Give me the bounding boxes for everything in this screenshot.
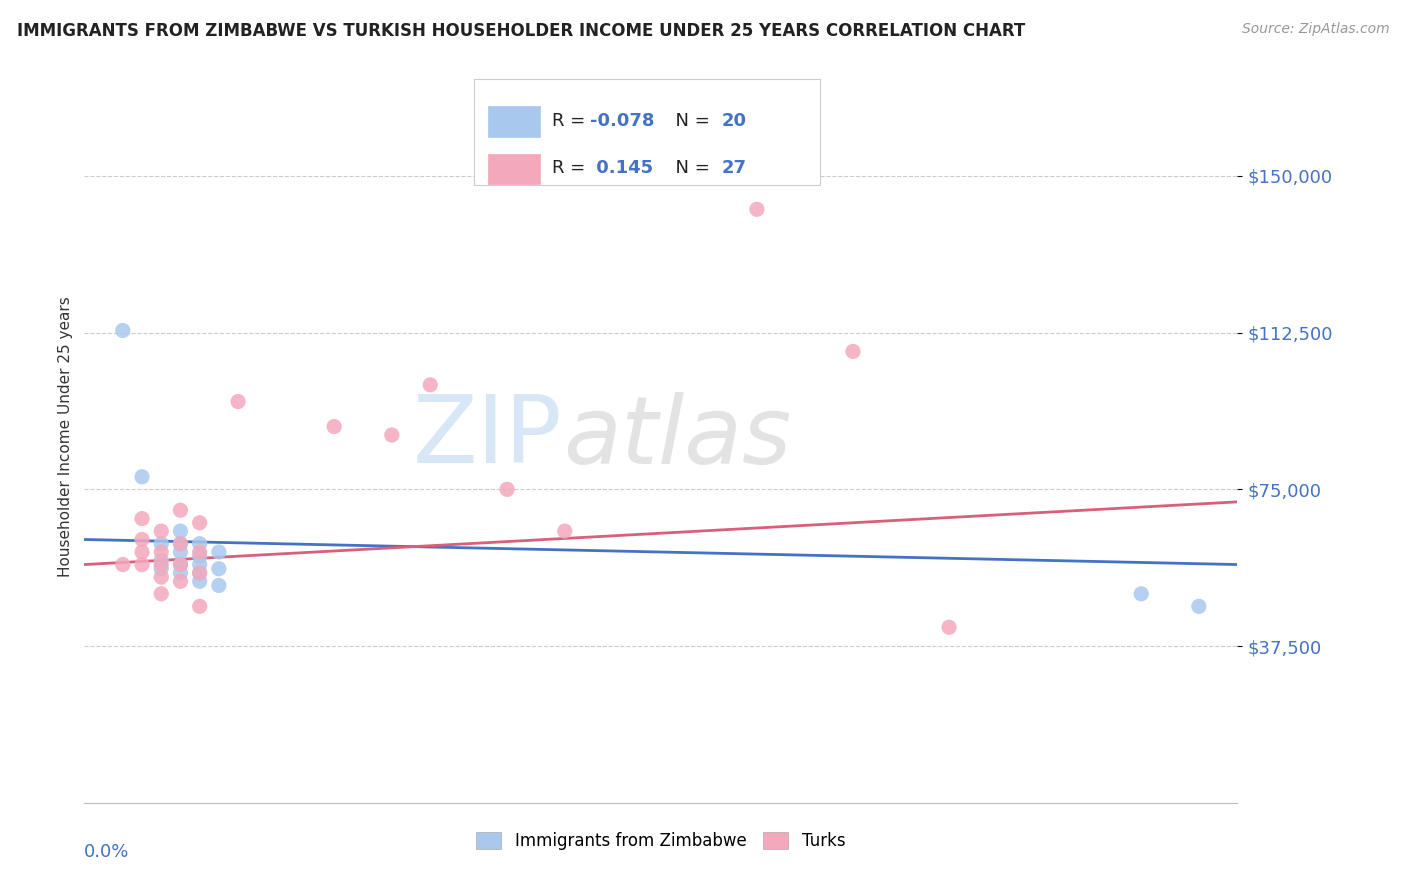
- Point: [188, 599, 211, 614]
- Point: [842, 344, 865, 359]
- Point: [1130, 587, 1153, 601]
- Bar: [488, 106, 540, 136]
- Point: [169, 536, 191, 550]
- Point: [169, 536, 191, 550]
- Point: [188, 558, 211, 572]
- Y-axis label: Householder Income Under 25 years: Householder Income Under 25 years: [58, 297, 73, 577]
- Point: [150, 545, 173, 559]
- Point: [150, 553, 173, 567]
- Text: 0.145: 0.145: [591, 160, 654, 178]
- Point: [111, 558, 134, 572]
- Text: atlas: atlas: [562, 392, 792, 483]
- Point: [188, 516, 211, 530]
- Point: [496, 483, 519, 497]
- Text: R =: R =: [553, 112, 592, 129]
- Point: [188, 566, 211, 580]
- Point: [188, 536, 211, 550]
- Text: 27: 27: [721, 160, 747, 178]
- Text: ZIP: ZIP: [413, 391, 562, 483]
- Point: [419, 377, 441, 392]
- Point: [150, 524, 173, 538]
- Text: N =: N =: [664, 160, 716, 178]
- Legend: Immigrants from Zimbabwe, Turks: Immigrants from Zimbabwe, Turks: [470, 825, 852, 856]
- Point: [111, 324, 134, 338]
- Point: [208, 562, 231, 576]
- Text: -0.078: -0.078: [591, 112, 655, 129]
- Point: [188, 545, 211, 559]
- Point: [131, 511, 153, 525]
- Text: IMMIGRANTS FROM ZIMBABWE VS TURKISH HOUSEHOLDER INCOME UNDER 25 YEARS CORRELATIO: IMMIGRANTS FROM ZIMBABWE VS TURKISH HOUS…: [17, 22, 1025, 40]
- Text: N =: N =: [664, 112, 716, 129]
- Text: Source: ZipAtlas.com: Source: ZipAtlas.com: [1241, 22, 1389, 37]
- Point: [131, 558, 153, 572]
- Point: [150, 536, 173, 550]
- Point: [169, 574, 191, 589]
- Point: [226, 394, 249, 409]
- Point: [150, 558, 173, 572]
- Point: [554, 524, 576, 538]
- Point: [131, 470, 153, 484]
- Bar: [488, 153, 540, 185]
- Point: [745, 202, 768, 217]
- Point: [169, 503, 191, 517]
- Point: [169, 566, 191, 580]
- Point: [208, 545, 231, 559]
- Point: [1188, 599, 1211, 614]
- Point: [169, 545, 191, 559]
- Point: [938, 620, 960, 634]
- Point: [188, 574, 211, 589]
- Point: [131, 533, 153, 547]
- Point: [381, 428, 404, 442]
- Point: [323, 419, 346, 434]
- Point: [188, 566, 211, 580]
- Point: [169, 524, 191, 538]
- Point: [150, 570, 173, 584]
- Point: [208, 578, 231, 592]
- Text: 20: 20: [721, 112, 747, 129]
- FancyBboxPatch shape: [474, 78, 820, 185]
- Point: [150, 562, 173, 576]
- Point: [131, 545, 153, 559]
- Point: [169, 558, 191, 572]
- Point: [150, 587, 173, 601]
- Point: [188, 549, 211, 564]
- Point: [169, 558, 191, 572]
- Text: R =: R =: [553, 160, 592, 178]
- Text: 0.0%: 0.0%: [84, 843, 129, 861]
